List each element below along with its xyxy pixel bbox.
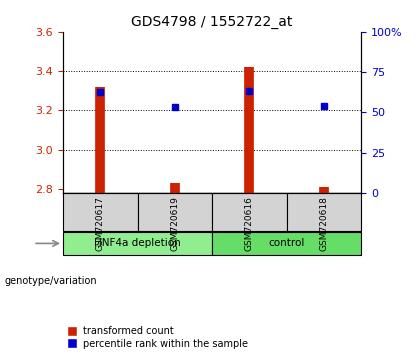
Text: control: control: [268, 239, 305, 249]
Bar: [138, 193, 212, 232]
Text: HNF4a depletion: HNF4a depletion: [94, 239, 181, 249]
Text: genotype/variation: genotype/variation: [4, 276, 97, 286]
Bar: [63, 232, 212, 255]
Text: GSM720618: GSM720618: [320, 196, 328, 251]
Legend: transformed count, percentile rank within the sample: transformed count, percentile rank withi…: [68, 326, 248, 349]
Bar: [212, 232, 361, 255]
Text: GSM720617: GSM720617: [96, 196, 105, 251]
Bar: [286, 193, 361, 232]
Text: GSM720619: GSM720619: [171, 196, 179, 251]
Bar: [63, 193, 138, 232]
Title: GDS4798 / 1552722_at: GDS4798 / 1552722_at: [131, 16, 293, 29]
Text: GSM720616: GSM720616: [245, 196, 254, 251]
Bar: [212, 193, 286, 232]
